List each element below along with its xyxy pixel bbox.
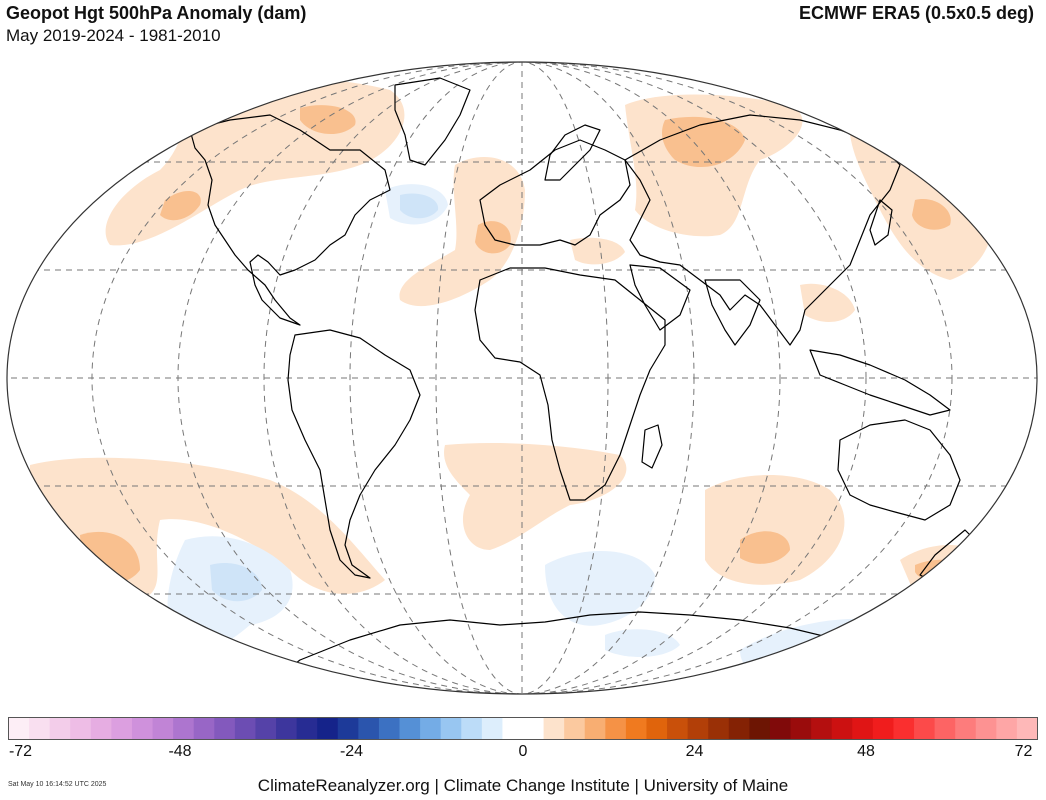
- map-border: [6, 61, 1038, 695]
- colorbar-swatch: [790, 717, 812, 740]
- colorbar-tick-label: 0: [518, 743, 528, 760]
- render-timestamp: Sat May 10 16:14:52 UTC 2025: [8, 781, 107, 788]
- outline-greenland: [394, 77, 471, 166]
- colorbar-tick-label: -72: [8, 743, 33, 760]
- colorbar-swatch: [955, 717, 977, 740]
- colorbar-swatch: [749, 717, 771, 740]
- colorbar-tick-label: 72: [1014, 743, 1033, 760]
- outline-arabia: [629, 264, 691, 331]
- anomaly-positive-siberia-core: [662, 116, 745, 168]
- anomaly-positive-south-atlantic: [444, 443, 627, 550]
- anomaly-negative-north-atlantic-core: [400, 193, 439, 219]
- graticule-meridian: [177, 62, 867, 694]
- colorbar-swatch: [667, 717, 689, 740]
- colorbar-swatch: [769, 717, 792, 740]
- anomaly-positive-nw-pacific-core: [912, 199, 951, 230]
- colorbar-swatch: [70, 717, 92, 740]
- colorbar-swatch: [337, 717, 359, 740]
- colorbar-swatch: [523, 717, 545, 740]
- graticule-meridian: [435, 62, 609, 694]
- colorbar-swatch: [708, 717, 730, 740]
- colorbar-swatch: [461, 717, 483, 740]
- anomaly-positive-se-asia: [800, 283, 855, 322]
- outline-north-america: [189, 114, 391, 326]
- colorbar-swatch: [378, 717, 401, 740]
- outline-japan: [869, 199, 893, 246]
- colorbar-swatch: [852, 717, 874, 740]
- colorbar-swatch: [543, 717, 565, 740]
- colorbar-swatch: [564, 717, 586, 740]
- outline-australia: [837, 419, 961, 521]
- colorbar-swatch: [420, 717, 442, 740]
- colorbar-swatch: [893, 717, 915, 740]
- outline-se-asia-islands: [809, 349, 951, 416]
- outline-scandinavia: [544, 124, 601, 181]
- colorbar-swatch: [811, 717, 833, 740]
- colorbar-tick-label: 24: [685, 743, 704, 760]
- colorbar-swatch: [234, 717, 257, 740]
- colorbar-swatch: [625, 717, 648, 740]
- graticule-meridian: [91, 62, 953, 694]
- colorbar-swatch: [296, 717, 318, 740]
- colorbar-swatch: [646, 717, 668, 740]
- colorbar-swatch: [90, 717, 112, 740]
- colorbar-swatch: [131, 717, 154, 740]
- colorbar-swatch: [358, 717, 380, 740]
- anomaly-positive-indian-core: [740, 531, 790, 564]
- world-anomaly-map: [6, 61, 1038, 695]
- colorbar-swatch: [276, 717, 298, 740]
- colorbar-swatch: [173, 717, 195, 740]
- colorbar-swatch: [399, 717, 421, 740]
- colorbar-swatch: [255, 717, 277, 740]
- colorbar-swatch: [872, 717, 895, 740]
- colorbar-swatch: [317, 717, 339, 740]
- outline-south-america: [287, 329, 421, 579]
- colorbar-swatch: [584, 717, 606, 740]
- colorbar: [8, 717, 1038, 740]
- colorbar-swatch: [934, 717, 956, 740]
- colorbar-swatch: [193, 717, 215, 740]
- colorbar-tick-label: 48: [857, 743, 875, 760]
- credit-line: ClimateReanalyzer.org | Climate Change I…: [257, 776, 789, 795]
- colorbar-tick-label: -48: [168, 743, 192, 760]
- colorbar-swatch: [481, 717, 504, 740]
- anomaly-positive-tasman: [900, 545, 990, 597]
- map-subtitle: May 2019-2024 - 1981-2010: [6, 26, 221, 45]
- anomaly-negative-southern-ocean-atl: [545, 551, 655, 626]
- data-source-label: ECMWF ERA5 (0.5x0.5 deg): [798, 3, 1034, 23]
- colorbar-frame: [8, 717, 1038, 740]
- colorbar-swatch: [996, 717, 1018, 740]
- colorbar-swatch: [152, 717, 174, 740]
- anomaly-positive-indian-ocean: [705, 475, 845, 585]
- graticule-meridian: [263, 62, 781, 694]
- colorbar-swatch: [502, 717, 524, 740]
- colorbar-swatches: [8, 717, 1038, 740]
- colorbar-swatch: [29, 717, 51, 740]
- colorbar-swatch: [975, 717, 997, 740]
- colorbar-swatch: [914, 717, 936, 740]
- anomaly-negative-southeast-pacific-core: [210, 562, 262, 602]
- colorbar-swatch: [831, 717, 853, 740]
- outline-africa: [474, 267, 666, 501]
- graticule-meridian: [349, 62, 695, 694]
- graticule: [7, 62, 1037, 694]
- colorbar-tick-labels: -72 -48 -24 0 24 48 72: [0, 743, 1046, 763]
- colorbar-swatch: [49, 717, 71, 740]
- colorbar-swatch: [111, 717, 133, 740]
- colorbar-swatch: [214, 717, 236, 740]
- outline-india: [704, 279, 761, 346]
- map-title: Geopot Hgt 500hPa Anomaly (dam): [6, 3, 307, 23]
- colorbar-swatch: [8, 717, 30, 740]
- colorbar-swatch: [1016, 717, 1038, 740]
- colorbar-tick-label: -24: [339, 743, 364, 760]
- colorbar-swatch: [687, 717, 709, 740]
- colorbar-swatch: [440, 717, 462, 740]
- colorbar-swatch: [605, 717, 627, 740]
- anomaly-negative-antarctic-east: [605, 629, 680, 657]
- colorbar-swatch: [728, 717, 750, 740]
- outline-madagascar: [641, 424, 663, 469]
- anomaly-positive-mediterranean: [570, 237, 625, 265]
- anomaly-positive-pacific-nw: [160, 190, 201, 221]
- anomaly-positive-atlantic: [399, 157, 525, 307]
